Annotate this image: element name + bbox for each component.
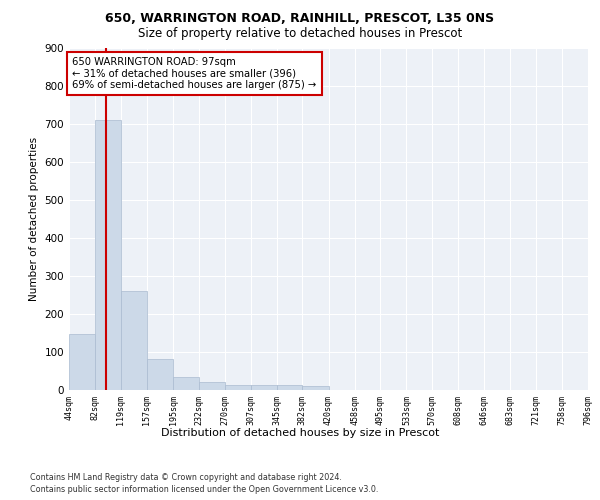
Bar	[69, 334, 95, 390]
Text: 650 WARRINGTON ROAD: 97sqm
← 31% of detached houses are smaller (396)
69% of sem: 650 WARRINGTON ROAD: 97sqm ← 31% of deta…	[73, 57, 317, 90]
Bar	[147, 359, 173, 390]
Text: Contains public sector information licensed under the Open Government Licence v3: Contains public sector information licen…	[30, 485, 379, 494]
Text: Size of property relative to detached houses in Prescot: Size of property relative to detached ho…	[138, 28, 462, 40]
Bar	[173, 376, 199, 390]
Bar	[277, 386, 302, 390]
Bar	[95, 120, 121, 390]
Bar	[121, 291, 147, 390]
Text: Contains HM Land Registry data © Crown copyright and database right 2024.: Contains HM Land Registry data © Crown c…	[30, 472, 342, 482]
Text: Distribution of detached houses by size in Prescot: Distribution of detached houses by size …	[161, 428, 439, 438]
Bar	[302, 386, 329, 390]
Bar	[225, 386, 251, 390]
Bar	[199, 382, 225, 390]
Text: 650, WARRINGTON ROAD, RAINHILL, PRESCOT, L35 0NS: 650, WARRINGTON ROAD, RAINHILL, PRESCOT,…	[106, 12, 494, 26]
Bar	[251, 386, 277, 390]
Y-axis label: Number of detached properties: Number of detached properties	[29, 136, 39, 301]
